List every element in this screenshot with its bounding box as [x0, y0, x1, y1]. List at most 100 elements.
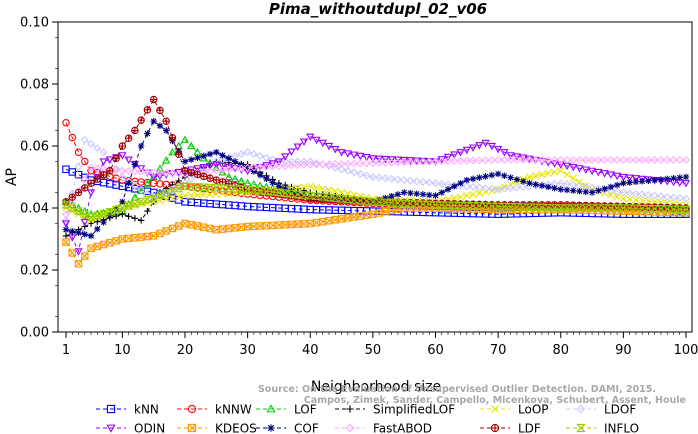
marker-cof: [563, 186, 571, 194]
marker-ldof: [663, 192, 672, 201]
marker-ldof: [462, 182, 471, 191]
marker-simplifiedlof: [62, 232, 70, 240]
marker-fastabod: [287, 161, 296, 170]
x-tick-label: 50: [365, 343, 382, 358]
marker-simplifiedlof: [125, 213, 132, 220]
marker-loop: [331, 187, 339, 195]
marker-odin: [506, 152, 515, 160]
marker-fastabod: [381, 158, 390, 167]
marker-ldof: [306, 157, 315, 166]
marker-knn: [174, 196, 183, 204]
marker-inflo: [249, 186, 259, 194]
marker-ldof: [243, 148, 252, 157]
series-line-ldof: [65, 138, 687, 221]
marker-inflo: [330, 194, 340, 202]
marker-lof: [212, 163, 221, 171]
marker-odin: [105, 156, 114, 164]
marker-odin: [274, 158, 284, 166]
marker-loop: [607, 191, 615, 199]
marker-cof: [444, 186, 452, 193]
marker-odin: [318, 139, 327, 148]
marker-ldf: [193, 170, 202, 179]
y-tick-label: 0.00: [20, 326, 49, 341]
marker-odin: [137, 165, 146, 173]
marker-cof: [570, 187, 577, 194]
marker-ldof: [437, 179, 446, 188]
marker-loop: [131, 201, 139, 210]
marker-fastabod: [675, 155, 684, 164]
marker-inflo: [581, 204, 591, 212]
legend-marker: [490, 423, 500, 433]
series-markers-inflo: [61, 182, 691, 222]
marker-inflo: [443, 201, 453, 209]
marker-loop: [193, 191, 202, 199]
marker-inflo: [318, 193, 328, 201]
marker-fastabod: [406, 158, 415, 167]
marker-odin: [575, 165, 584, 173]
marker-knnw: [68, 133, 77, 142]
marker-simplifiedlof: [137, 217, 145, 224]
marker-fastabod: [112, 166, 121, 175]
series-odin: [61, 133, 691, 256]
marker-kdeos: [181, 219, 189, 228]
marker-odin: [387, 156, 396, 164]
legend-marker: [346, 405, 354, 413]
legend-marker: [491, 405, 499, 413]
marker-cof: [269, 179, 276, 186]
marker-inflo: [142, 195, 152, 204]
marker-fastabod: [237, 164, 246, 173]
marker-fastabod: [356, 159, 365, 168]
marker-fastabod: [293, 161, 302, 170]
legend-item-loop: LoOP: [480, 403, 549, 417]
marker-ldof: [500, 184, 509, 193]
marker-fastabod: [494, 155, 503, 164]
marker-fastabod: [343, 159, 352, 168]
x-tick-label: 40: [302, 343, 319, 358]
marker-cof: [638, 178, 646, 185]
marker-inflo: [280, 189, 290, 197]
marker-kdeos: [225, 224, 233, 233]
marker-inflo: [512, 203, 522, 211]
marker-inflo: [105, 207, 115, 216]
legend-label: LDF: [518, 422, 541, 434]
marker-cof: [664, 175, 671, 183]
marker-odin: [569, 163, 578, 172]
marker-fastabod: [531, 155, 540, 164]
marker-inflo: [618, 204, 628, 212]
marker-loop: [619, 195, 627, 203]
marker-odin: [631, 175, 641, 183]
legend-label: KDEOS: [215, 422, 257, 434]
marker-fastabod: [525, 155, 534, 164]
marker-inflo: [393, 199, 403, 207]
marker-inflo: [405, 199, 415, 208]
series-fastabod: [62, 155, 690, 219]
marker-ldf: [168, 133, 177, 142]
marker-inflo: [575, 204, 585, 212]
marker-loop: [544, 169, 552, 177]
marker-fastabod: [400, 158, 409, 167]
marker-inflo: [293, 190, 303, 199]
marker-fastabod: [387, 158, 396, 167]
marker-cof: [81, 231, 88, 238]
marker-ldf: [149, 95, 158, 104]
marker-fastabod: [418, 157, 427, 166]
marker-odin: [362, 154, 371, 162]
marker-odin: [487, 142, 496, 151]
marker-ldf: [68, 193, 77, 201]
marker-cof: [507, 174, 514, 181]
marker-fastabod: [262, 162, 271, 171]
marker-inflo: [218, 184, 228, 192]
marker-ldf: [124, 134, 133, 143]
watermark-line-2: Campos, Zimek, Sander, Campello, Micenko…: [304, 395, 686, 406]
marker-ldof: [237, 150, 246, 159]
marker-ldof: [262, 153, 271, 162]
marker-fastabod: [300, 160, 308, 169]
marker-ldf: [118, 142, 127, 150]
legend-label: LoOP: [518, 403, 549, 417]
marker-fastabod: [375, 158, 384, 167]
marker-inflo: [468, 202, 478, 210]
marker-loop: [294, 183, 302, 192]
marker-odin: [493, 145, 503, 154]
x-axis-label: Neighborhood size: [311, 379, 441, 395]
marker-odin: [450, 151, 459, 159]
